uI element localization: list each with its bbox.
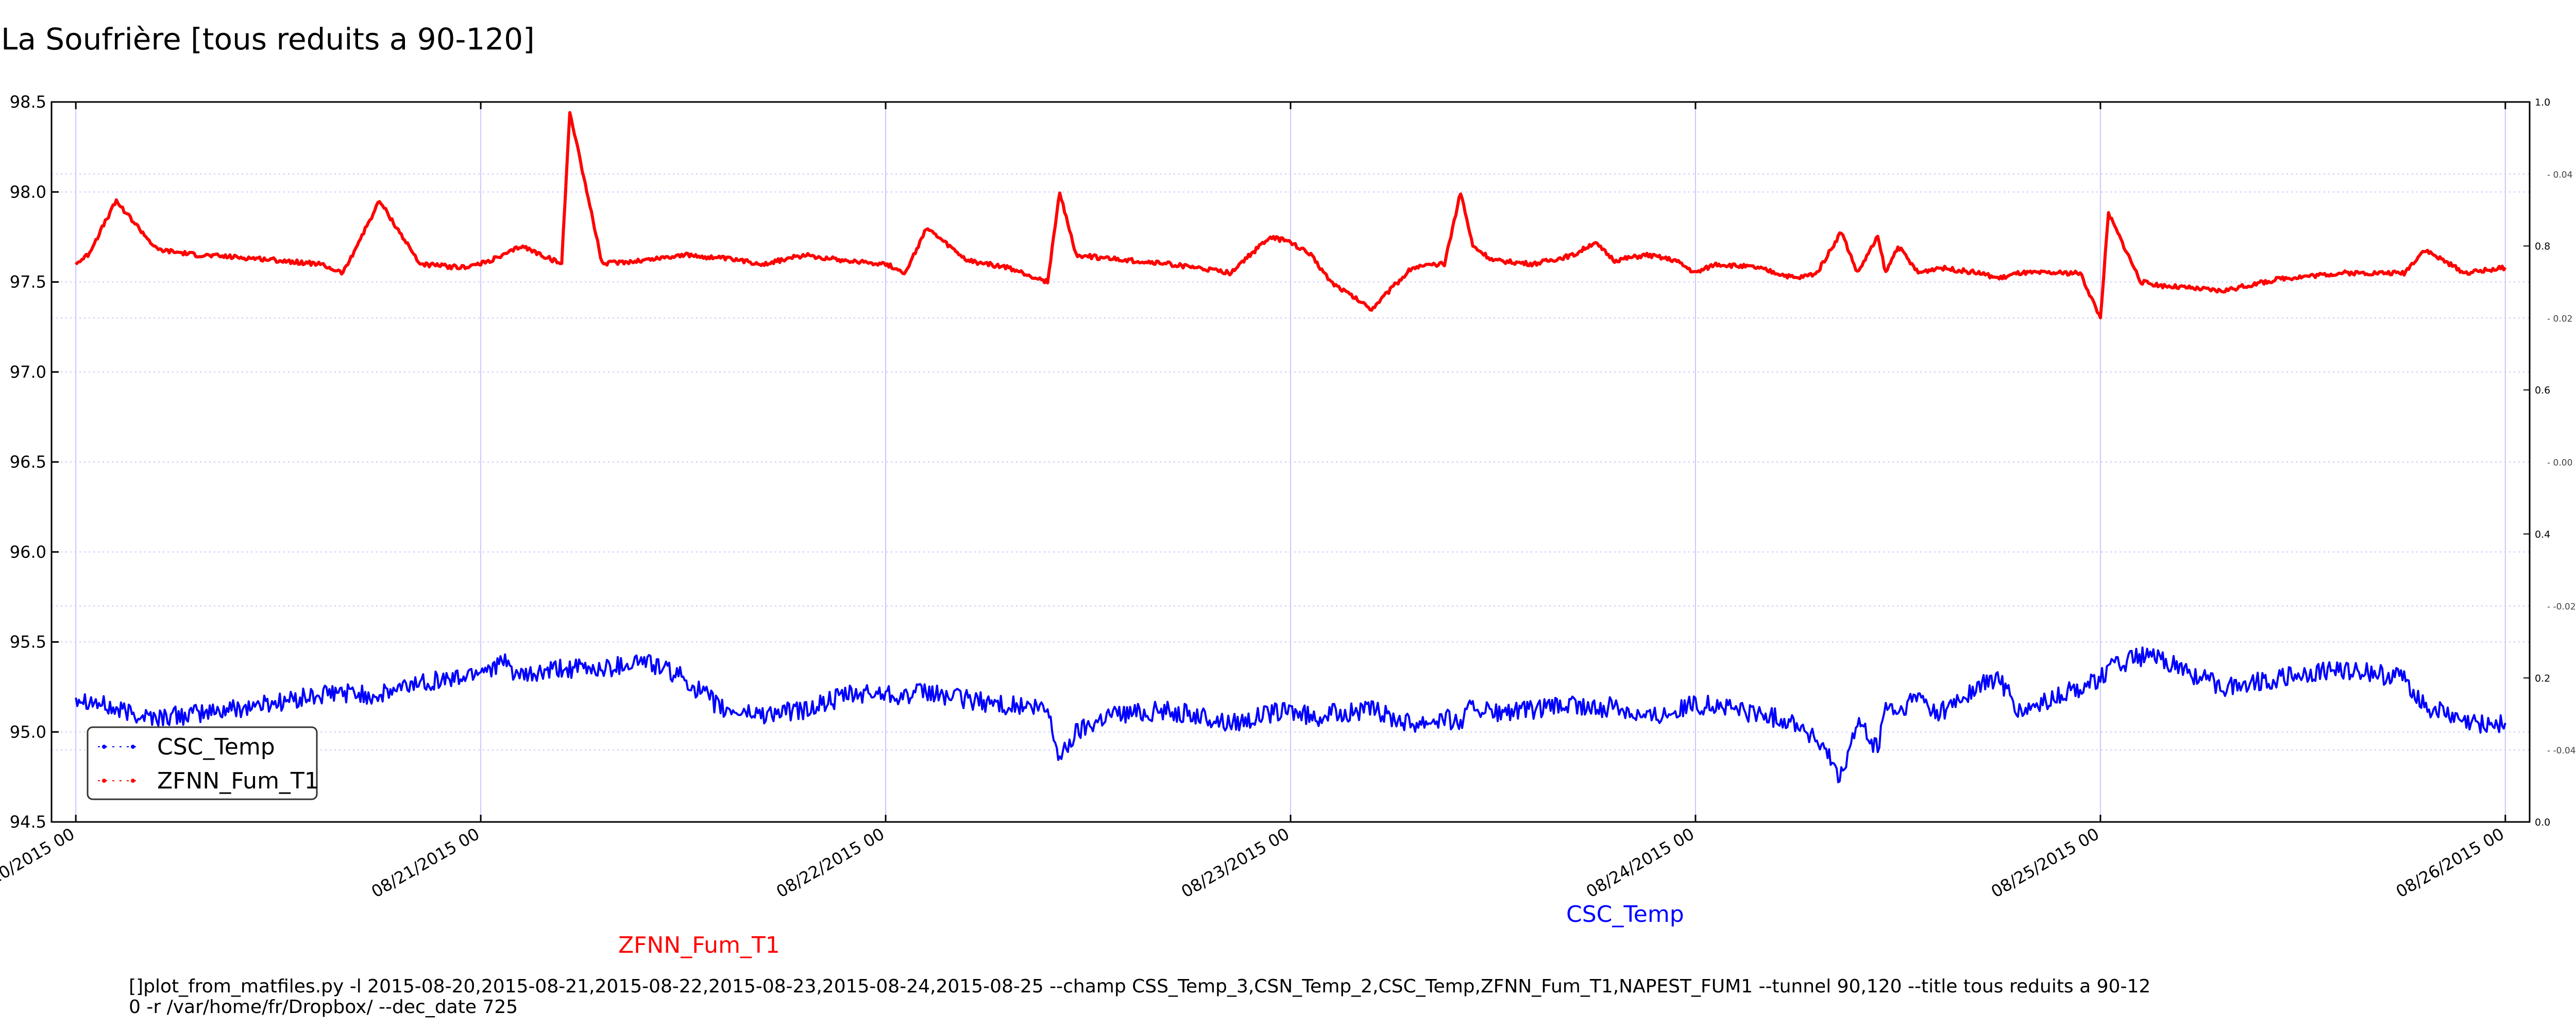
right-outer-tick-label: 0.6 [2535,385,2550,396]
right-inner-tick-label: - 0.00 [2547,458,2572,468]
y-tick-label: 95.0 [10,722,46,742]
right-outer-tick-label: 1.0 [2535,97,2550,108]
x-tick-label: 08/23/2015 00 [1178,824,1293,902]
legend-marker-ZFNN_Fum_T1 [131,779,135,783]
right-inner-tick-label: - -0.02 [2547,602,2576,612]
right-outer-tick-label: 0.2 [2535,673,2550,684]
right-inner-tick-label: - 0.04 [2547,170,2572,180]
below-label-ZFNN_Fum_T1: ZFNN_Fum_T1 [618,932,780,958]
right-outer-tick-label: 0.0 [2535,817,2550,828]
command-line-2: 0 -r /var/home/fr/Dropbox/ --dec_date 72… [129,997,518,1018]
legend-marker-CSC_Temp [102,745,106,749]
right-inner-tick-label: - -0.04 [2547,746,2576,756]
legend-marker-ZFNN_Fum_T1 [102,779,106,783]
legend-marker-CSC_Temp [131,745,135,749]
y-tick-label: 96.5 [10,452,46,472]
x-tick-label: 08/25/2015 00 [1988,824,2103,902]
page-title: La Soufrière [tous reduits a 90-120] [1,22,535,57]
y-tick-label: 97.5 [10,272,46,292]
series-line-ZFNN_Fum_T1 [74,111,2507,320]
x-tick-label: 08/24/2015 00 [1583,824,1698,902]
legend-box [87,726,318,800]
y-tick-label: 97.0 [10,362,46,382]
y-tick-label: 95.5 [10,632,46,652]
series-layer [74,111,2507,783]
right-outer-tick-label: 0.4 [2535,529,2550,540]
series-line-CSC_Temp [75,646,2506,783]
grid-layer [52,101,2530,822]
legend-label-CSC_Temp: CSC_Temp [157,734,275,760]
below-labels: ZFNN_Fum_T1 CSC_Temp [618,901,1684,958]
x-tick-label: 08/21/2015 00 [368,824,483,902]
below-label-CSC_Temp: CSC_Temp [1566,901,1684,928]
y-tick-label: 98.5 [10,92,46,112]
x-tick-label: 08/22/2015 00 [773,824,888,902]
right-inner-tick-label: - 0.02 [2547,314,2572,324]
x-tick-label: 08/26/2015 00 [2393,824,2507,902]
y-tick-label: 96.0 [10,542,46,562]
right-outer-tick-label: 0.8 [2535,241,2550,252]
legend: CSC_Temp ZFNN_Fum_T1 [87,726,319,800]
y-tick-label: 94.5 [10,812,46,832]
x-tick-label: 08/20/2015 00 [0,824,78,902]
y-tick-label: 98.0 [10,182,46,202]
command-line-1: []plot_from_matfiles.py -l 2015-08-20,20… [129,976,2151,997]
legend-label-ZFNN_Fum_T1: ZFNN_Fum_T1 [157,768,319,794]
